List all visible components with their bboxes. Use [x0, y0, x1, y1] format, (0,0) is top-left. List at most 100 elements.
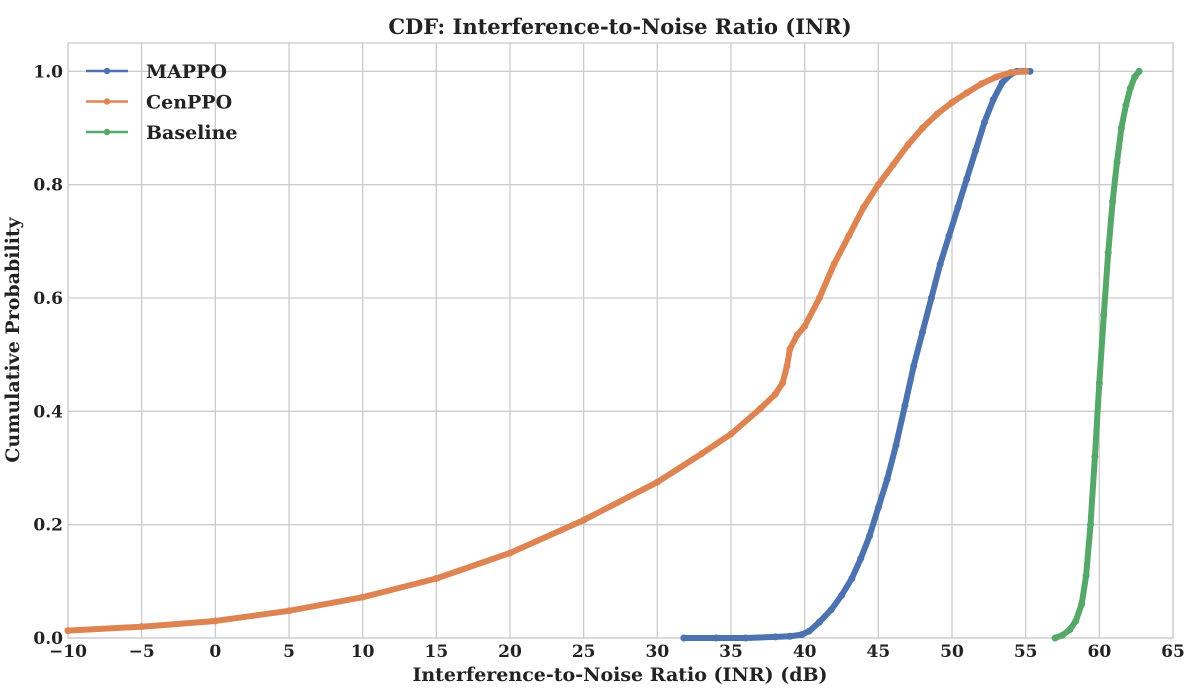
legend-swatch-marker — [103, 67, 111, 75]
data-point-baseline — [1131, 73, 1139, 81]
data-point-mappo — [919, 328, 927, 336]
data-point-cenppo — [64, 627, 72, 635]
legend-label-cenppo: CenPPO — [146, 92, 232, 114]
data-point-mappo — [712, 634, 720, 642]
data-point-baseline — [1066, 626, 1074, 633]
data-point-cenppo — [845, 232, 853, 240]
data-point-cenppo — [779, 379, 787, 387]
data-point-cenppo — [992, 73, 1000, 81]
series-line-cenppo — [65, 68, 1029, 634]
data-point-cenppo — [977, 80, 985, 88]
data-point-baseline — [1059, 631, 1066, 639]
data-point-cenppo — [1007, 68, 1015, 76]
data-point-mappo — [848, 575, 856, 582]
data-point-baseline — [1095, 379, 1103, 387]
x-tick-label: 10 — [351, 642, 375, 662]
x-tick-label: 5 — [283, 642, 295, 662]
y-axis-label: Cumulative Probability — [2, 216, 24, 462]
data-point-cenppo — [783, 362, 791, 370]
data-point-cenppo — [432, 575, 440, 582]
data-point-baseline — [1082, 572, 1090, 580]
data-point-baseline — [1126, 84, 1134, 92]
data-point-mappo — [771, 633, 779, 641]
legend-label-baseline: Baseline — [146, 122, 238, 144]
data-point-baseline — [1117, 124, 1125, 132]
data-point-mappo — [798, 631, 806, 639]
legend: MAPPO CenPPO Baseline — [86, 61, 238, 144]
data-point-cenppo — [211, 617, 219, 625]
data-point-mappo — [883, 475, 891, 483]
x-tick-label: 25 — [572, 642, 596, 662]
x-tick-label: 65 — [1161, 642, 1185, 662]
x-tick-label: 35 — [719, 642, 743, 662]
plot-frame — [67, 42, 1174, 639]
y-tick-label: 1.0 — [33, 62, 63, 82]
data-point-cenppo — [771, 390, 779, 398]
data-point-cenppo — [815, 294, 823, 302]
data-point-mappo — [857, 555, 865, 563]
data-point-baseline — [1100, 311, 1108, 319]
data-point-mappo — [927, 294, 935, 302]
data-point-cenppo — [830, 260, 838, 268]
data-point-cenppo — [786, 345, 794, 353]
data-point-mappo — [998, 79, 1006, 87]
data-point-mappo — [989, 96, 997, 104]
data-point-mappo — [901, 402, 909, 410]
data-point-cenppo — [919, 124, 927, 132]
legend-item-mappo: MAPPO — [86, 61, 227, 83]
x-tick-label: −5 — [129, 642, 155, 662]
data-point-baseline — [1113, 158, 1121, 166]
chart-title: CDF: Interference-to-Noise Ratio (INR) — [388, 14, 851, 39]
data-point-cenppo — [933, 110, 941, 118]
data-point-mappo — [954, 203, 962, 211]
data-point-cenppo — [963, 89, 971, 97]
data-point-cenppo — [756, 405, 764, 412]
data-point-mappo — [742, 634, 750, 642]
x-tick-label: −10 — [49, 642, 87, 662]
data-point-mappo — [910, 362, 918, 370]
series-line-baseline — [1052, 68, 1143, 641]
data-point-baseline — [1072, 617, 1080, 625]
x-tick-label: 20 — [498, 642, 522, 662]
data-point-cenppo — [860, 203, 868, 211]
data-point-cenppo — [653, 478, 661, 486]
data-point-cenppo — [580, 516, 588, 524]
data-point-cenppo — [698, 450, 706, 458]
x-tick-label: 40 — [793, 642, 817, 662]
data-point-mappo — [865, 532, 873, 540]
data-point-mappo — [838, 592, 845, 599]
y-tick-label: 0.4 — [33, 402, 63, 422]
data-point-cenppo — [904, 141, 912, 149]
data-point-mappo — [805, 627, 813, 635]
data-point-mappo — [980, 118, 988, 126]
data-point-cenppo — [889, 161, 897, 169]
data-point-baseline — [1109, 198, 1117, 206]
data-point-cenppo — [793, 331, 801, 339]
data-point-mappo — [963, 175, 971, 183]
x-tick-label: 30 — [645, 642, 669, 662]
series-layer — [64, 67, 1143, 642]
data-point-mappo — [815, 618, 823, 626]
x-tick-label: 50 — [940, 642, 964, 662]
x-tick-label: 60 — [1087, 642, 1111, 662]
y-tick-label: 0.8 — [33, 176, 63, 196]
data-point-mappo — [874, 504, 882, 512]
data-point-baseline — [1104, 249, 1112, 257]
data-point-cenppo — [874, 181, 882, 189]
data-point-baseline — [1135, 67, 1143, 75]
data-point-cenppo — [138, 623, 146, 631]
data-point-baseline — [1086, 521, 1094, 529]
data-point-cenppo — [506, 549, 514, 557]
data-point-cenppo — [359, 593, 367, 601]
x-tick-label: 55 — [1014, 642, 1038, 662]
y-tick-label: 0.2 — [33, 516, 63, 536]
series-line-mappo — [680, 68, 1034, 641]
data-point-cenppo — [801, 322, 809, 330]
data-point-mappo — [972, 147, 980, 155]
data-point-mappo — [827, 606, 835, 614]
data-point-mappo — [680, 634, 688, 642]
x-tick-labels: −10 −5 0 5 10 15 20 25 30 35 40 45 50 55 60 65 — [49, 642, 1185, 662]
legend-item-cenppo: CenPPO — [86, 92, 232, 114]
y-tick-label: 0.6 — [33, 289, 63, 309]
